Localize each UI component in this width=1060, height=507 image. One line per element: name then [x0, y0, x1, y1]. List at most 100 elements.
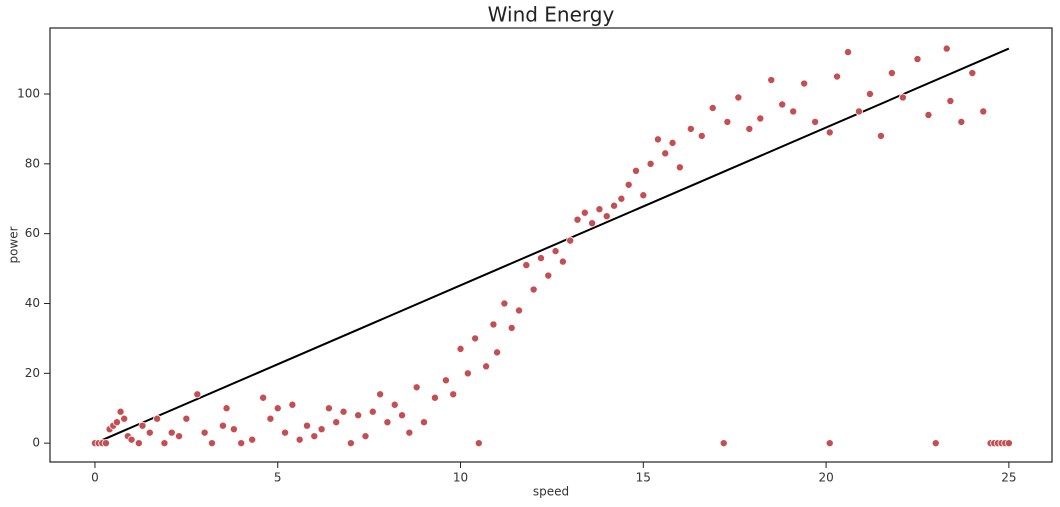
point — [811, 117, 820, 126]
plot-frame — [49, 27, 1053, 463]
point — [430, 393, 439, 402]
point — [639, 191, 648, 200]
point — [145, 428, 154, 437]
point — [1004, 439, 1013, 448]
y-tick-label: 80 — [25, 156, 40, 170]
point — [515, 306, 524, 315]
point — [200, 428, 209, 437]
point — [675, 163, 684, 172]
point — [182, 414, 191, 423]
point — [931, 439, 940, 448]
point — [854, 107, 863, 116]
point — [259, 393, 268, 402]
point — [631, 166, 640, 175]
point — [449, 390, 458, 399]
point — [723, 117, 732, 126]
x-axis-label: speed — [533, 485, 569, 499]
point — [324, 404, 333, 413]
point — [942, 44, 951, 53]
point — [580, 208, 589, 217]
point — [536, 254, 545, 263]
point — [376, 390, 385, 399]
point — [153, 414, 162, 423]
point — [101, 439, 110, 448]
point — [573, 215, 582, 224]
y-tick-label: 0 — [32, 436, 40, 450]
y-tick-label: 60 — [25, 226, 40, 240]
point — [610, 201, 619, 210]
point — [474, 439, 483, 448]
x-tick-label: 20 — [818, 471, 833, 485]
point — [697, 131, 706, 140]
point — [661, 149, 670, 158]
x-tick-label: 10 — [453, 471, 468, 485]
point — [500, 299, 509, 308]
y-tick-label: 40 — [25, 296, 40, 310]
point — [134, 439, 143, 448]
point — [302, 421, 311, 430]
point — [529, 285, 538, 294]
point — [193, 390, 202, 399]
point — [558, 257, 567, 266]
y-tick-label: 20 — [25, 366, 40, 380]
point — [957, 117, 966, 126]
point — [668, 138, 677, 147]
y-tick-label: 100 — [17, 86, 40, 100]
point — [844, 48, 853, 57]
point — [708, 103, 717, 112]
point — [825, 128, 834, 137]
point — [368, 407, 377, 416]
point — [229, 425, 238, 434]
point — [218, 421, 227, 430]
point — [551, 247, 560, 256]
point — [865, 89, 874, 98]
point — [946, 96, 955, 105]
point — [507, 323, 516, 332]
point — [288, 400, 297, 409]
point — [588, 219, 597, 228]
point — [346, 439, 355, 448]
point — [339, 407, 348, 416]
x-tick-label: 15 — [636, 471, 651, 485]
point — [175, 432, 184, 441]
point — [522, 261, 531, 270]
point — [419, 418, 428, 427]
point — [248, 435, 257, 444]
point — [281, 428, 290, 437]
point — [778, 100, 787, 109]
point — [237, 439, 246, 448]
point — [898, 93, 907, 102]
point — [317, 425, 326, 434]
point — [887, 69, 896, 78]
point — [825, 439, 834, 448]
point — [354, 411, 363, 420]
point — [412, 383, 421, 392]
point — [719, 439, 728, 448]
point — [456, 344, 465, 353]
point — [544, 271, 553, 280]
point — [390, 400, 399, 409]
point — [160, 439, 169, 448]
point — [756, 114, 765, 123]
point — [646, 159, 655, 168]
point — [566, 236, 575, 245]
point — [310, 432, 319, 441]
point — [266, 414, 275, 423]
point — [493, 348, 502, 357]
point — [295, 435, 304, 444]
point — [463, 369, 472, 378]
point — [968, 69, 977, 78]
point — [120, 414, 129, 423]
chart-title: Wind Energy — [488, 3, 615, 27]
point — [127, 435, 136, 444]
point — [745, 124, 754, 133]
x-tick-label: 25 — [1001, 471, 1016, 485]
x-tick-label: 0 — [91, 471, 99, 485]
point — [800, 79, 809, 88]
point — [602, 212, 611, 221]
point — [686, 124, 695, 133]
point — [789, 107, 798, 116]
point — [924, 110, 933, 119]
point — [383, 418, 392, 427]
